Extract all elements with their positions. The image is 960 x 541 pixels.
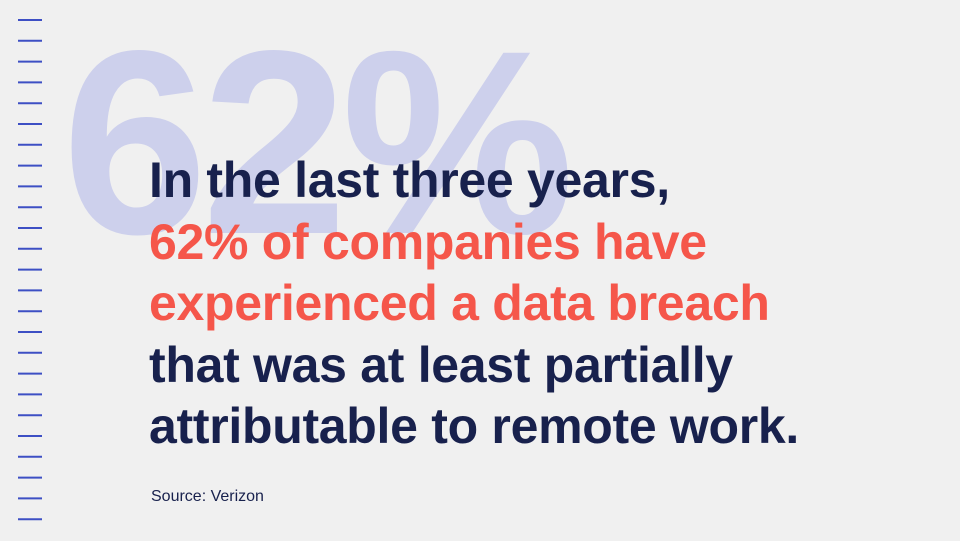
ruler [18,19,42,521]
statement-line: In the last three years, [149,152,670,208]
statement-line: attributable to remote work. [149,398,800,454]
statement-line: that was at least partially [149,336,733,393]
source: Source: Verizon [151,488,264,505]
background-stat: 62% [62,0,574,289]
statement-line: 62% of companies have [149,213,707,270]
statement-line: experienced a data breach [149,275,770,331]
statement: In the last three years, 62% of companies… [149,150,799,458]
